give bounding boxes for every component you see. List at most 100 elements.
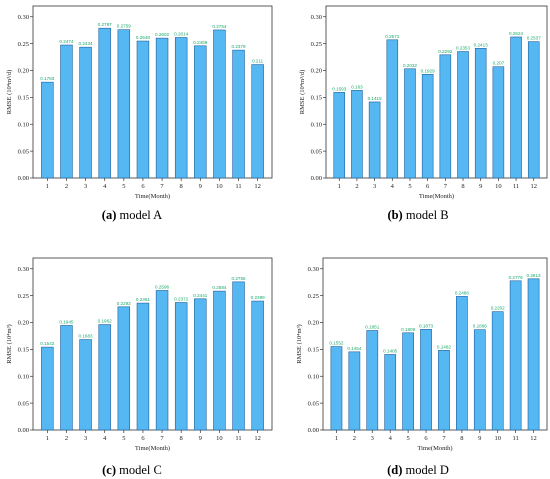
x-tick-label: 9	[478, 435, 481, 442]
bar-month-7	[155, 290, 169, 431]
bar-value-label: 0.2434	[79, 41, 93, 46]
y-tick-label: 0.00	[18, 427, 29, 434]
bar-value-label: 0.2292	[438, 49, 452, 54]
bar-month-8	[174, 302, 188, 431]
x-tick-label: 5	[408, 183, 411, 190]
bar-month-2	[60, 325, 73, 431]
y-tick-label: 0.00	[308, 427, 319, 434]
x-tick-label: 3	[84, 435, 87, 442]
y-tick-label: 0.10	[18, 373, 29, 380]
y-tick-label: 0.05	[18, 148, 29, 155]
y-tick-label: 0.25	[308, 293, 319, 300]
bar-value-label: 0.2759	[117, 24, 131, 29]
bar-value-label: 0.2624	[509, 31, 523, 36]
bar-value-label: 0.2372	[174, 297, 188, 302]
x-axis-title: Time(Month)	[417, 445, 452, 452]
bar-value-label: 0.2413	[474, 42, 488, 47]
bar-month-2	[348, 351, 361, 431]
x-tick-label: 6	[141, 435, 145, 442]
x-tick-label: 12	[530, 435, 537, 442]
x-tick-label: 8	[460, 435, 463, 442]
bar-value-label: 0.1482	[437, 344, 451, 349]
x-tick-label: 6	[141, 183, 145, 190]
bar-month-9	[194, 298, 207, 431]
y-tick-label: 0.30	[18, 14, 29, 21]
bar-value-label: 0.1415	[368, 96, 382, 101]
x-tick-label: 1	[335, 435, 338, 442]
chart-panel-3: 0.00 0.05 0.10 0.15 0.20 0.25 0.30 RMSE (10⁴m³)…	[6, 257, 273, 477]
caption-letter: (b)	[387, 208, 402, 222]
x-tick-label: 9	[199, 183, 202, 190]
x-tick-label: 6	[426, 183, 430, 190]
x-tick-label: 1	[46, 183, 49, 190]
bar-month-11	[232, 49, 245, 179]
y-tick-label: 0.30	[18, 266, 29, 273]
bar-value-label: 0.2754	[212, 24, 226, 29]
chart-panel-1: 0.00 0.05 0.10 0.15 0.20 0.25 0.30 RMSE (10⁴m³/…	[6, 5, 273, 222]
bar-value-label: 0.2602	[155, 32, 169, 37]
bar-month-1	[330, 346, 343, 431]
x-tick-label: 3	[373, 183, 376, 190]
bar-month-5	[402, 332, 414, 431]
caption-letter: (a)	[102, 208, 117, 222]
bar-value-label: 0.1552	[329, 341, 343, 346]
y-axis-title: RMSE (10⁴m³)	[6, 324, 13, 363]
x-tick-label: 11	[513, 183, 519, 190]
bar-value-label: 0.2361	[136, 297, 150, 302]
x-tick-label: 11	[235, 435, 241, 442]
x-tick-label: 4	[389, 435, 393, 442]
bar-value-label: 0.1454	[347, 346, 361, 351]
panel-caption: (c) model C	[102, 463, 162, 477]
bar-month-9	[474, 48, 487, 179]
y-axis-title: RMSE (10⁴m³)	[296, 324, 303, 363]
bar-value-label: 0.2459	[193, 40, 207, 45]
bar-month-5	[117, 306, 131, 431]
bar-value-label: 0.2548	[136, 35, 150, 40]
x-tick-label: 10	[216, 435, 223, 442]
x-tick-label: 3	[371, 435, 374, 442]
x-tick-label: 2	[355, 183, 358, 190]
bar-value-label: 0.2537	[527, 36, 541, 41]
x-tick-label: 10	[494, 435, 501, 442]
y-tick-label: 0.05	[311, 148, 322, 155]
x-tick-label: 9	[199, 435, 202, 442]
bar-month-10	[213, 290, 226, 431]
bar-value-label: 0.1808	[401, 327, 415, 332]
bar-value-label: 0.2596	[155, 284, 169, 289]
bar-month-1	[333, 92, 346, 179]
x-tick-label: 4	[391, 183, 395, 190]
bar-month-4	[384, 354, 397, 431]
bar-value-label: 0.1593	[332, 86, 346, 91]
caption-letter: (c)	[102, 463, 116, 477]
y-tick-label: 0.15	[18, 347, 29, 354]
bar-month-10	[492, 66, 505, 179]
bar-value-label: 0.2379	[232, 44, 246, 49]
bar-month-8	[456, 296, 468, 431]
bar-value-label: 0.2032	[403, 63, 417, 68]
caption-letter: (d)	[387, 463, 402, 477]
bar-month-3	[366, 330, 379, 431]
bar-value-label: 0.211	[252, 59, 264, 64]
x-tick-label: 2	[353, 435, 356, 442]
bar-value-label: 0.2202	[491, 306, 505, 311]
y-tick-label: 0.25	[18, 41, 29, 48]
bar-month-3	[79, 46, 92, 179]
bar-month-9	[473, 329, 486, 431]
bar-month-2	[60, 44, 73, 179]
caption-title: model C	[116, 463, 162, 477]
bar-month-12	[251, 300, 264, 431]
x-tick-label: 11	[235, 183, 241, 190]
bar-month-7	[155, 37, 169, 179]
y-tick-label: 0.30	[311, 14, 322, 21]
y-axis-title: RMSE (10⁴m³/d)	[6, 70, 13, 114]
bar-value-label: 0.2584	[212, 285, 226, 290]
x-tick-label: 2	[65, 435, 68, 442]
y-tick-label: 0.15	[308, 347, 319, 354]
x-tick-label: 12	[254, 183, 261, 190]
x-tick-label: 5	[406, 435, 409, 442]
panel-caption: (d) model D	[387, 463, 449, 477]
bar-month-11	[509, 280, 522, 431]
x-tick-label: 12	[530, 183, 537, 190]
y-tick-label: 0.10	[18, 121, 29, 128]
